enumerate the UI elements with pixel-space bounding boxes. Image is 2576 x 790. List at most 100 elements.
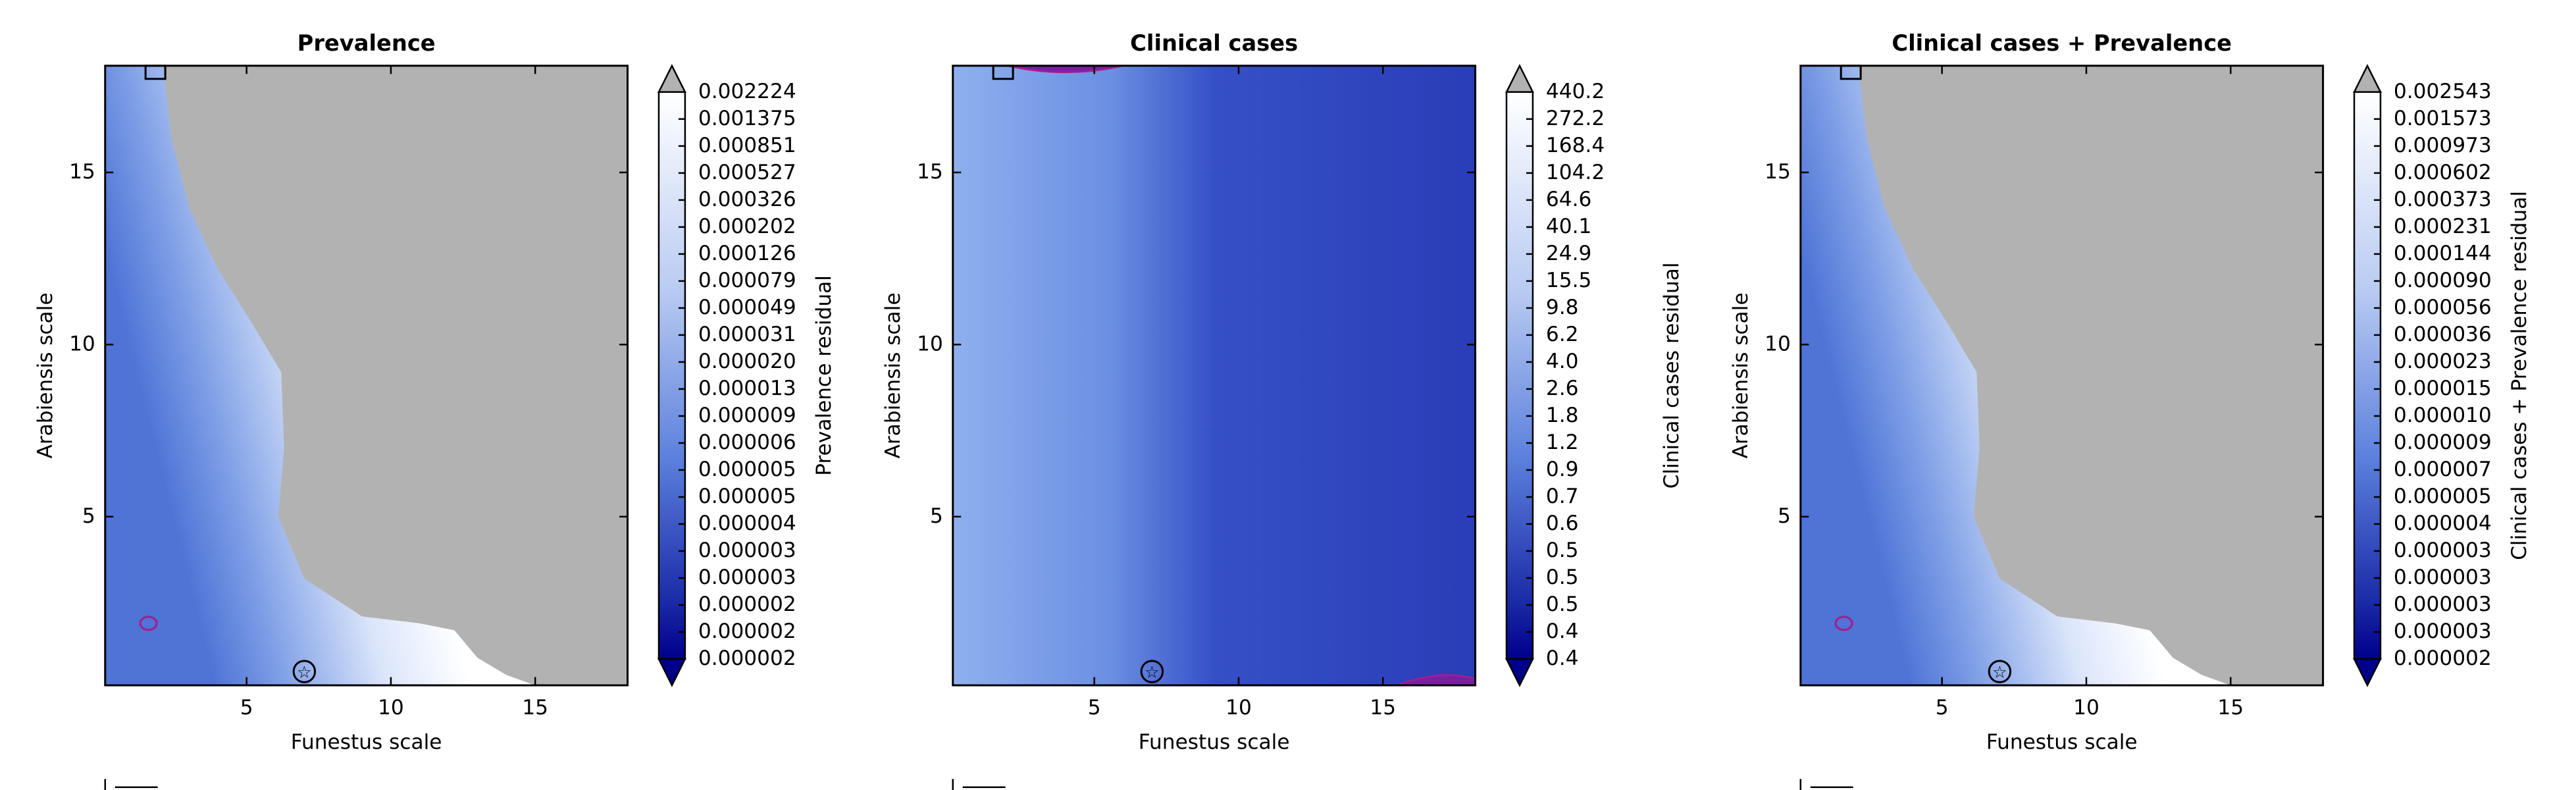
colorbar-label: Clinical cases + Prevalence residual: [2508, 191, 2531, 560]
colorbar-tick-label: 0.9: [1546, 458, 1579, 481]
colorbar-tick-label: 0.000003: [2394, 619, 2492, 643]
colorbar-tick-label: 0.000004: [2394, 512, 2492, 535]
colorbar-tick-label: 0.000202: [698, 215, 796, 238]
colorbar-extend-under: [2352, 658, 2382, 687]
colorbar-tick-label: 0.7: [1546, 485, 1579, 508]
colorbar-tick-label: 0.000020: [698, 350, 796, 373]
colorbar-extend-under: [1505, 658, 1534, 687]
colorbar-tick-label: 0.000056: [2394, 296, 2492, 319]
colorbar-tick-label: 440.2: [1546, 80, 1605, 103]
colorbar-tick-label: 0.000005: [2394, 485, 2492, 508]
colorbar-tick-label: 0.5: [1546, 566, 1579, 589]
colorbar-tick-label: 0.000126: [698, 242, 796, 265]
colorbar-tick-label: 64.6: [1546, 188, 1591, 211]
colorbar: [657, 91, 686, 660]
colorbar-tick-label: 0.000231: [2394, 215, 2492, 238]
colorbar-tick-label: 0.4: [1546, 646, 1579, 670]
colorbar-tick-label: 4.0: [1546, 350, 1579, 373]
panel-title: Clinical cases + Prevalence: [1892, 30, 2232, 56]
colorbar-tick-label: 0.000002: [698, 592, 796, 616]
panel-title: Prevalence: [297, 30, 436, 56]
x-tick-label: 10: [2073, 696, 2099, 720]
colorbar-extend-over: [1505, 64, 1534, 93]
marker-star: [1988, 660, 2012, 683]
colorbar-tick-label: 0.000602: [2394, 161, 2492, 184]
colorbar-tick-label: 0.000973: [2394, 134, 2492, 157]
y-tick-label: 5: [930, 504, 943, 528]
colorbar-tick-label: 272.2: [1546, 107, 1605, 130]
colorbar-tick-label: 40.1: [1546, 215, 1591, 238]
x-tick-label: 15: [1370, 696, 1396, 720]
colorbar-tick-label: 15.5: [1546, 269, 1591, 292]
x-tick-label: 10: [1225, 696, 1252, 720]
y-tick-label: 10: [1765, 332, 1791, 356]
colorbar-tick-label: 0.5: [1546, 592, 1579, 616]
colorbar-tick-label: 0.000373: [2394, 188, 2492, 211]
colorbar-extend-over: [2352, 64, 2382, 93]
panel: Clinical cases ☆ 5 10 15 5 10 15 Funestus scale A…: [881, 30, 1684, 790]
panel-title: Clinical cases: [1130, 30, 1298, 56]
legend-stub: [104, 779, 158, 790]
colorbar-tick-label: 24.9: [1546, 242, 1591, 265]
y-tick-label: 10: [917, 332, 943, 356]
colorbar-label: Clinical cases residual: [1660, 263, 1684, 489]
y-tick-label: 10: [69, 332, 95, 356]
axes-frame: [1799, 65, 2325, 687]
colorbar-tick-label: 0.000031: [698, 323, 796, 346]
colorbar-tick-label: 0.000003: [698, 566, 796, 589]
x-tick-label: 5: [240, 696, 253, 720]
colorbar-extend-over: [657, 64, 686, 93]
colorbar-tick-label: 1.2: [1546, 431, 1579, 454]
colorbar-tick-label: 0.001375: [698, 107, 796, 130]
x-axis-label: Funestus scale: [1986, 730, 2138, 754]
colorbar-tick-label: 6.2: [1546, 323, 1579, 346]
colorbar-tick-label: 0.000079: [698, 269, 796, 292]
axes-frame: [104, 65, 629, 687]
colorbar-tick-label: 0.000527: [698, 161, 796, 184]
x-axis-label: Funestus scale: [1139, 730, 1290, 754]
colorbar-tick-label: 104.2: [1546, 161, 1605, 184]
colorbar-tick-label: 0.000002: [698, 619, 796, 643]
colorbar-tick-label: 2.6: [1546, 377, 1579, 400]
colorbar-tick-label: 0.000144: [2394, 242, 2492, 265]
colorbar-tick-label: 0.000005: [698, 485, 796, 508]
colorbar-tick-label: 0.000003: [2394, 539, 2492, 562]
colorbar-label: Prevalence residual: [812, 275, 836, 476]
x-tick-label: 15: [2217, 696, 2244, 720]
colorbar-tick-label: 168.4: [1546, 134, 1605, 157]
colorbar-tick-label: 0.000006: [698, 431, 796, 454]
colorbar-tick-label: 0.000003: [698, 539, 796, 562]
colorbar-tick-label: 0.000009: [698, 404, 796, 427]
marker-star: [1140, 660, 1164, 683]
colorbar-tick-label: 0.002224: [698, 80, 796, 103]
colorbar-tick-label: 0.000023: [2394, 350, 2492, 373]
colorbar-tick-label: 0.4: [1546, 619, 1579, 643]
marker-star: [292, 660, 317, 683]
colorbar-tick-label: 0.000009: [2394, 431, 2492, 454]
legend-stub: [1799, 779, 1853, 790]
marker-star-glyph: ☆: [297, 663, 311, 682]
colorbar-tick-label: 0.000002: [2394, 646, 2492, 670]
colorbar-tick-label: 0.000013: [698, 377, 796, 400]
colorbar-tick-label: 0.000326: [698, 188, 796, 211]
colorbar-tick-label: 0.5: [1546, 539, 1579, 562]
masked-region: [163, 65, 628, 685]
marker-star-glyph: ☆: [1145, 663, 1159, 682]
colorbar-tick-label: 0.000036: [2394, 323, 2492, 346]
x-tick-label: 10: [378, 696, 404, 720]
panel: Clinical cases + Prevalence ☆ 5 10 15 5 10 15 Fu…: [1729, 30, 2531, 790]
contour-fill: [952, 65, 1476, 685]
y-tick-label: 5: [1778, 504, 1791, 528]
x-tick-label: 15: [522, 696, 548, 720]
contour-line: [139, 616, 158, 631]
y-tick-label: 15: [69, 160, 95, 184]
axes-frame: [952, 65, 1477, 687]
colorbar-tick-label: 0.000004: [698, 512, 796, 535]
colorbar-tick-label: 1.8: [1546, 404, 1579, 427]
colorbar-tick-label: 0.000090: [2394, 269, 2492, 292]
colorbar-tick-label: 0.000010: [2394, 404, 2492, 427]
y-axis-label: Arabiensis scale: [1729, 292, 1753, 458]
legend-stub: [952, 779, 1006, 790]
